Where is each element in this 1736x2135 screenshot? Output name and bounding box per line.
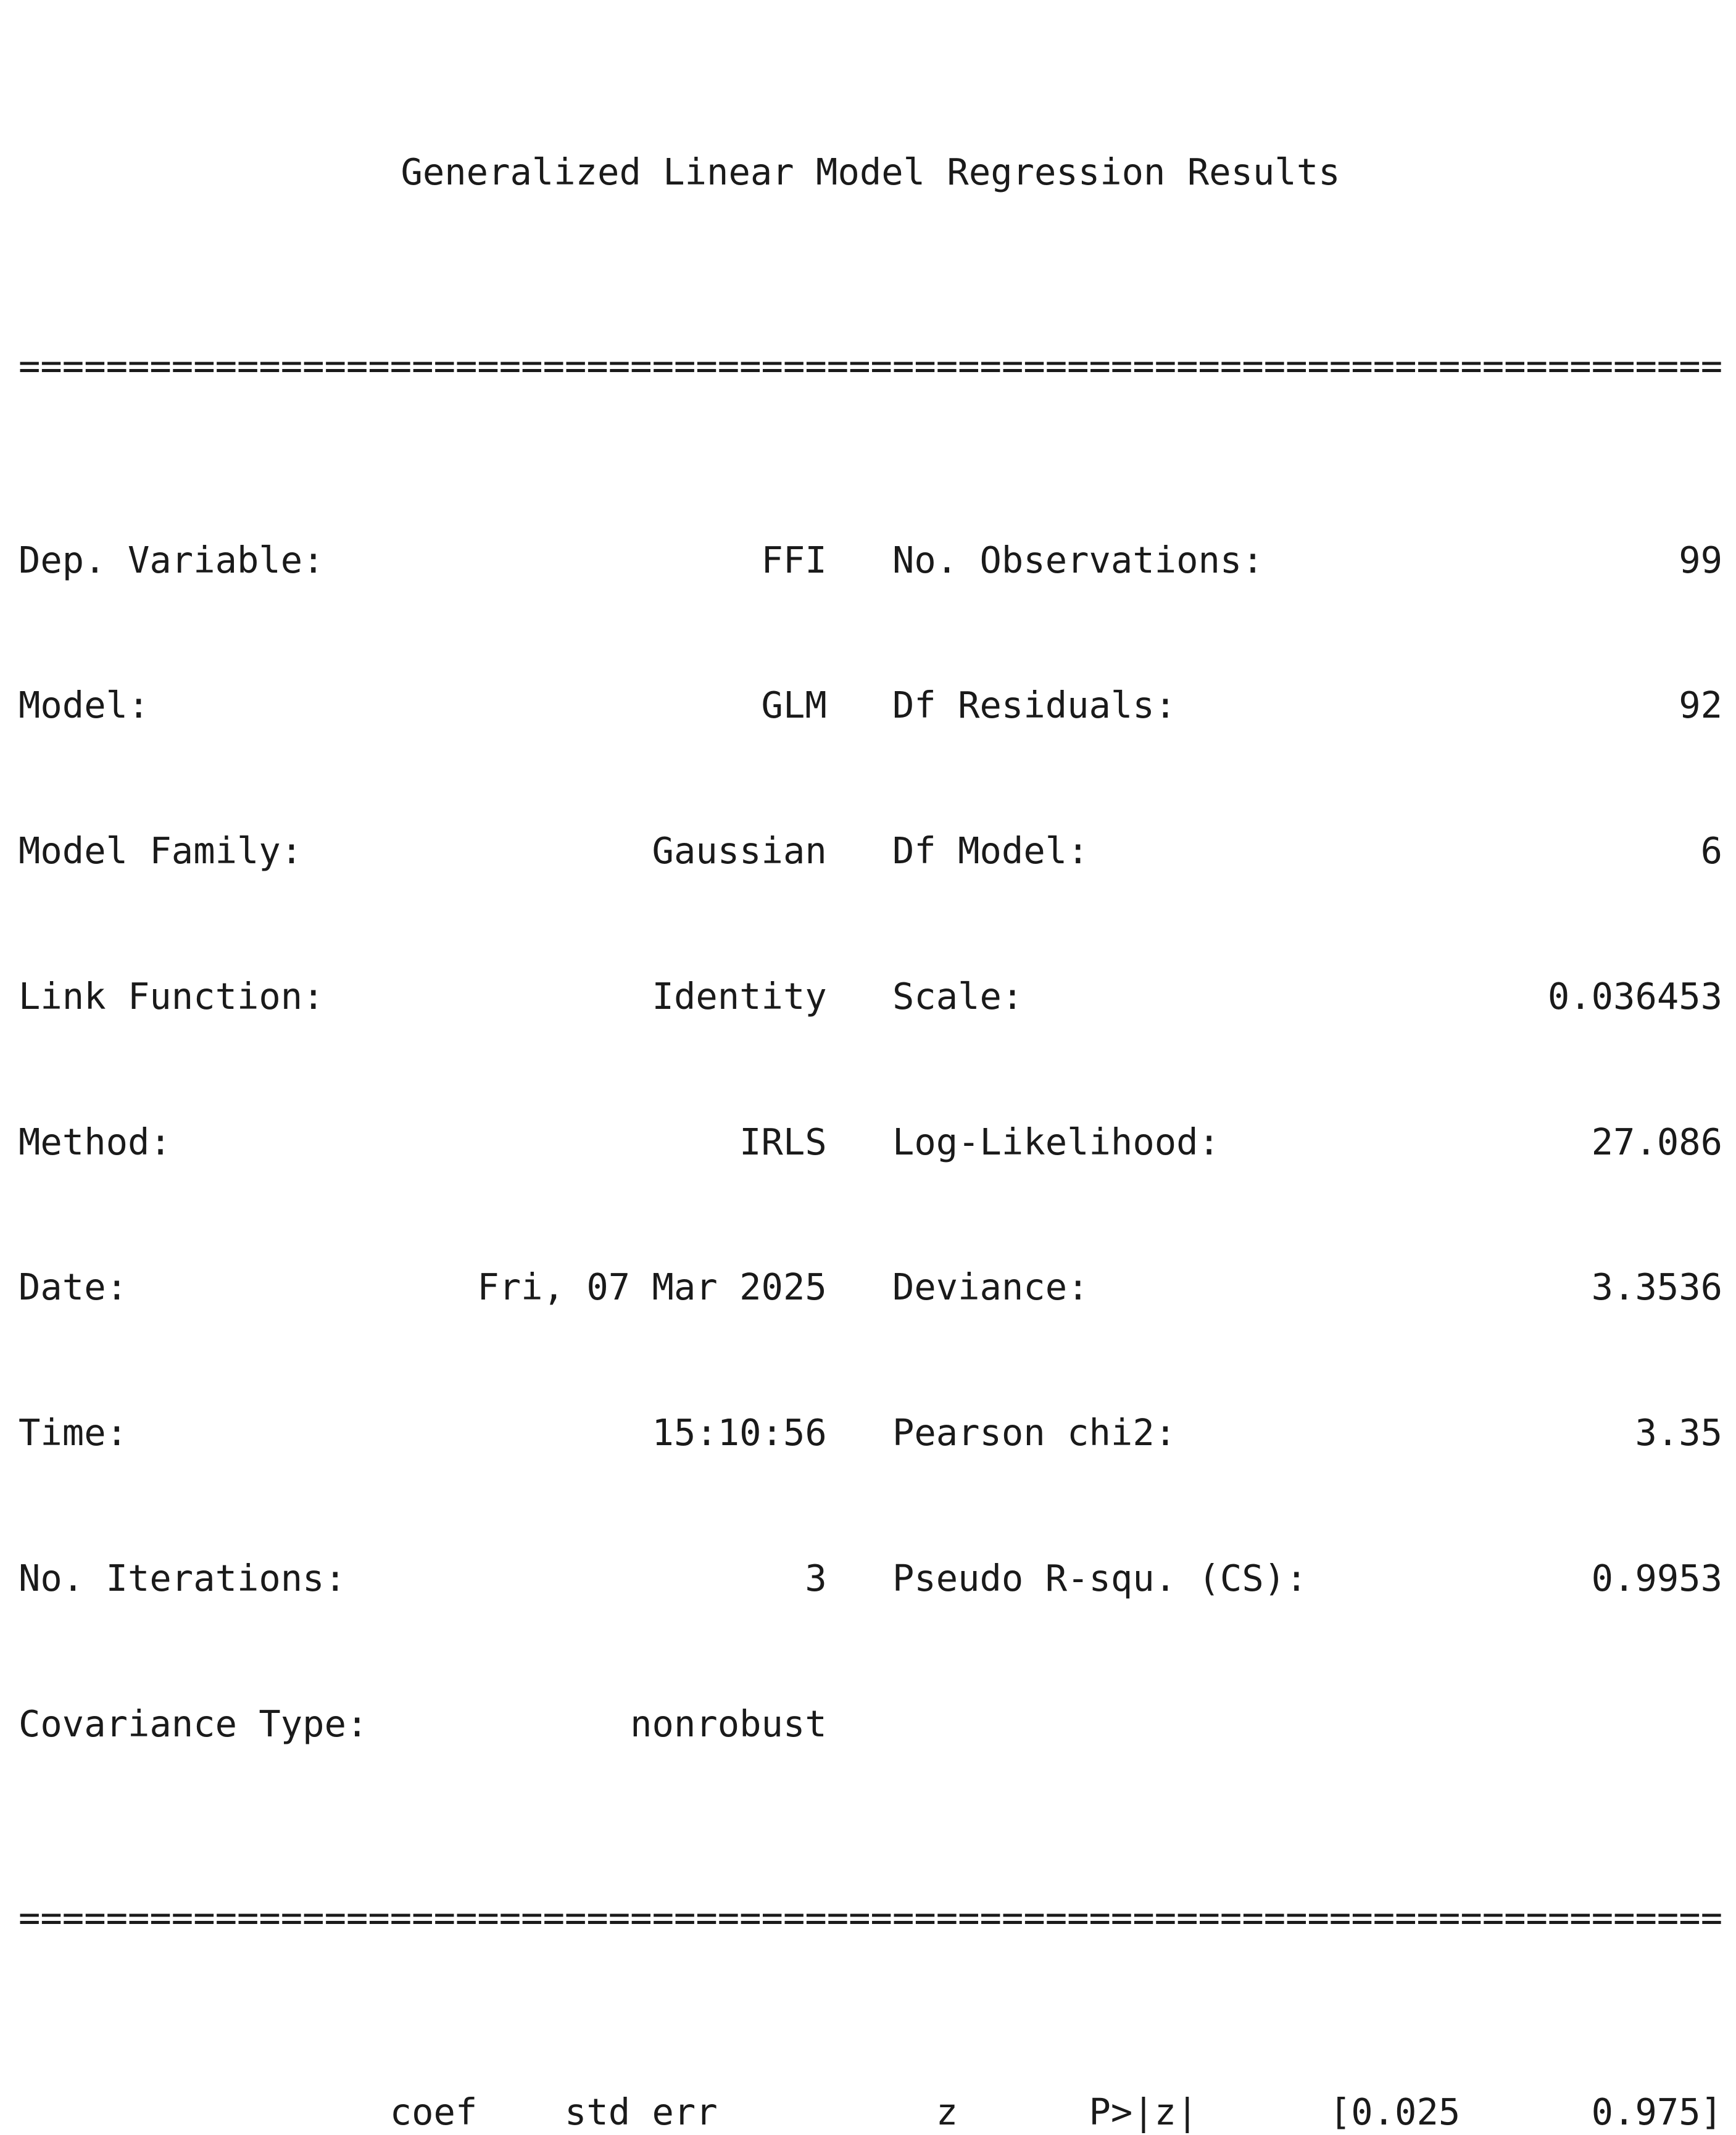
separator-double-mid: ========================================… xyxy=(19,1896,1723,1939)
info-value: nonrobust xyxy=(630,1702,827,1745)
info-value: 6 xyxy=(1700,829,1723,873)
info-value: Identity xyxy=(652,974,827,1018)
info-label: Method: xyxy=(19,1120,172,1163)
info-row: Method: IRLS Log-Likelihood: 27.086 xyxy=(19,1118,1736,1167)
info-value: 27.086 xyxy=(1591,1120,1723,1163)
info-label: No. Iterations: xyxy=(19,1557,346,1599)
coef-table-header-row: coef std err z P>|z| [0.025 0.975] xyxy=(19,2088,1736,2135)
info-value: 0.036453 xyxy=(1547,974,1723,1018)
info-value: 99 xyxy=(1679,538,1723,581)
info-value: Fri, 07 Mar 2025 xyxy=(477,1266,827,1309)
info-row: Model: GLM Df Residuals: 92 xyxy=(19,681,1736,730)
info-row: Date: Fri, 07 Mar 2025 Deviance: 3.3536 xyxy=(19,1263,1736,1312)
info-label: Log-Likelihood: xyxy=(892,1120,1220,1163)
header-z: z xyxy=(936,2090,958,2133)
info-label: Df Model: xyxy=(892,829,1089,873)
info-row: Covariance Type: nonrobust xyxy=(19,1700,1736,1749)
info-row: Model Family: Gaussian Df Model: 6 xyxy=(19,827,1736,876)
info-label: Model: xyxy=(19,684,150,727)
info-value: IRLS xyxy=(739,1120,827,1163)
info-label: Deviance: xyxy=(892,1266,1089,1309)
header-ci-high: 0.975] xyxy=(1591,2090,1723,2133)
info-row: No. Iterations: 3 Pseudo R-squ. (CS): 0.995… xyxy=(19,1554,1736,1603)
info-value: 15:10:56 xyxy=(652,1411,827,1454)
info-label: Link Function: xyxy=(19,974,325,1018)
report-title: Generalized Linear Model Regression Resu… xyxy=(401,150,1340,193)
info-label: No. Observations: xyxy=(892,538,1264,581)
info-value: 3.3536 xyxy=(1591,1266,1723,1309)
info-label: Pearson chi2: xyxy=(892,1411,1177,1454)
info-label: Time: xyxy=(19,1411,128,1454)
header-p-value: P>|z| xyxy=(1089,2090,1198,2133)
header-coef: coef xyxy=(389,2090,478,2133)
info-value: 3 xyxy=(805,1557,827,1599)
info-label: Pseudo R-squ. (CS): xyxy=(892,1557,1308,1599)
info-label: Scale: xyxy=(892,974,1024,1018)
info-value: Gaussian xyxy=(652,829,827,873)
info-label: Df Residuals: xyxy=(892,684,1177,727)
info-label: Covariance Type: xyxy=(19,1702,368,1745)
info-value: FFI xyxy=(761,538,827,581)
header-ci-low: [0.025 xyxy=(1329,2090,1461,2133)
info-label: Model Family: xyxy=(19,829,303,873)
info-value: 3.35 xyxy=(1635,1411,1723,1454)
info-value: 92 xyxy=(1679,684,1723,727)
info-value: 0.9953 xyxy=(1591,1557,1723,1599)
info-value: GLM xyxy=(761,684,827,727)
info-label: Dep. Variable: xyxy=(19,538,325,581)
header-std-err: std err xyxy=(564,2090,718,2133)
info-row: Time: 15:10:56 Pearson chi2: 3.35 xyxy=(19,1409,1736,1457)
info-row: Link Function: Identity Scale: 0.036453 xyxy=(19,972,1736,1021)
info-label: Date: xyxy=(19,1266,128,1309)
separator-double-top: ========================================… xyxy=(19,344,1723,388)
info-row: Dep. Variable: FFI No. Observations: 99 xyxy=(19,536,1736,585)
